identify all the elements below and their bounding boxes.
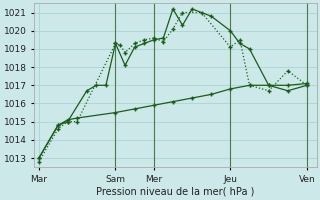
X-axis label: Pression niveau de la mer( hPa ): Pression niveau de la mer( hPa ) [96, 187, 254, 197]
